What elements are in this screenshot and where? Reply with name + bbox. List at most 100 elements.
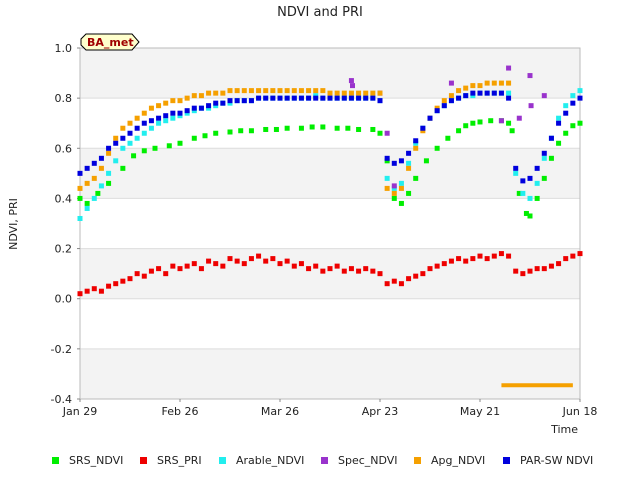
point [534, 195, 540, 201]
point [163, 271, 169, 277]
point [434, 105, 440, 111]
point [309, 124, 315, 130]
point [134, 125, 140, 131]
point [534, 165, 540, 171]
point [488, 118, 494, 124]
series-apg-ndvi [77, 80, 512, 196]
point [491, 80, 497, 86]
point [120, 135, 126, 141]
point [84, 180, 90, 186]
point [470, 256, 476, 262]
point [563, 256, 569, 262]
point [113, 158, 119, 164]
point [134, 115, 140, 121]
point [527, 195, 533, 201]
point [570, 123, 576, 129]
point [227, 129, 233, 135]
point [256, 88, 262, 94]
point [156, 120, 162, 126]
site-badge-label: BA_met [87, 36, 134, 49]
point [527, 73, 533, 79]
legend-label: Arable_NDVI [236, 454, 304, 467]
site-badge: BA_met [80, 33, 140, 51]
point [227, 88, 233, 94]
point [384, 155, 390, 161]
point [548, 135, 554, 141]
point [377, 271, 383, 277]
point [423, 158, 429, 164]
point [370, 126, 376, 132]
point [556, 140, 562, 146]
point [577, 88, 583, 94]
point [270, 88, 276, 94]
point [577, 95, 583, 101]
point [202, 133, 208, 139]
point [148, 268, 154, 274]
point [477, 253, 483, 259]
point [298, 261, 304, 267]
point [206, 103, 212, 109]
point [313, 263, 319, 269]
point [541, 93, 547, 99]
point [106, 145, 112, 151]
point [427, 266, 433, 272]
point [377, 90, 383, 96]
point [191, 261, 197, 267]
point [120, 165, 126, 171]
point [320, 268, 326, 274]
point [241, 261, 247, 267]
point [470, 120, 476, 126]
point [156, 103, 162, 109]
point [284, 95, 290, 101]
series-srs-pri [77, 251, 583, 297]
point [391, 183, 397, 189]
point [298, 125, 304, 131]
point [270, 256, 276, 262]
point [470, 90, 476, 96]
point [506, 95, 512, 101]
point [170, 115, 176, 121]
point [220, 90, 226, 96]
y-tick-label: -0.2 [51, 343, 72, 356]
point [498, 118, 504, 124]
point [227, 256, 233, 262]
point [184, 110, 190, 116]
band-6 [80, 48, 580, 99]
legend-label: SRS_PRI [157, 454, 202, 467]
point [506, 120, 512, 126]
gridlines [80, 47, 580, 400]
x-tick-label: Jun 18 [562, 405, 598, 418]
point [291, 95, 297, 101]
x-tick-label: May 21 [460, 405, 500, 418]
point [248, 98, 254, 104]
point [527, 213, 533, 219]
point [541, 155, 547, 161]
plot-frame [79, 47, 581, 400]
point [291, 263, 297, 269]
series-srs-ndvi [77, 118, 583, 219]
point [406, 165, 412, 171]
point [91, 286, 97, 292]
point [227, 100, 233, 106]
point [370, 90, 376, 96]
point [506, 90, 512, 96]
point [527, 175, 533, 181]
point [577, 251, 583, 257]
point [163, 118, 169, 124]
point [528, 103, 534, 109]
point [77, 215, 83, 221]
y-tick-label: 0.2 [55, 243, 73, 256]
point [434, 108, 440, 114]
point [356, 268, 362, 274]
series-spec-ndvi [348, 65, 547, 189]
point [98, 288, 104, 294]
point [177, 266, 183, 272]
point [391, 278, 397, 284]
point [170, 110, 176, 116]
point [456, 256, 462, 262]
point [313, 88, 319, 94]
point [238, 128, 244, 134]
point [441, 98, 447, 104]
point [248, 256, 254, 262]
